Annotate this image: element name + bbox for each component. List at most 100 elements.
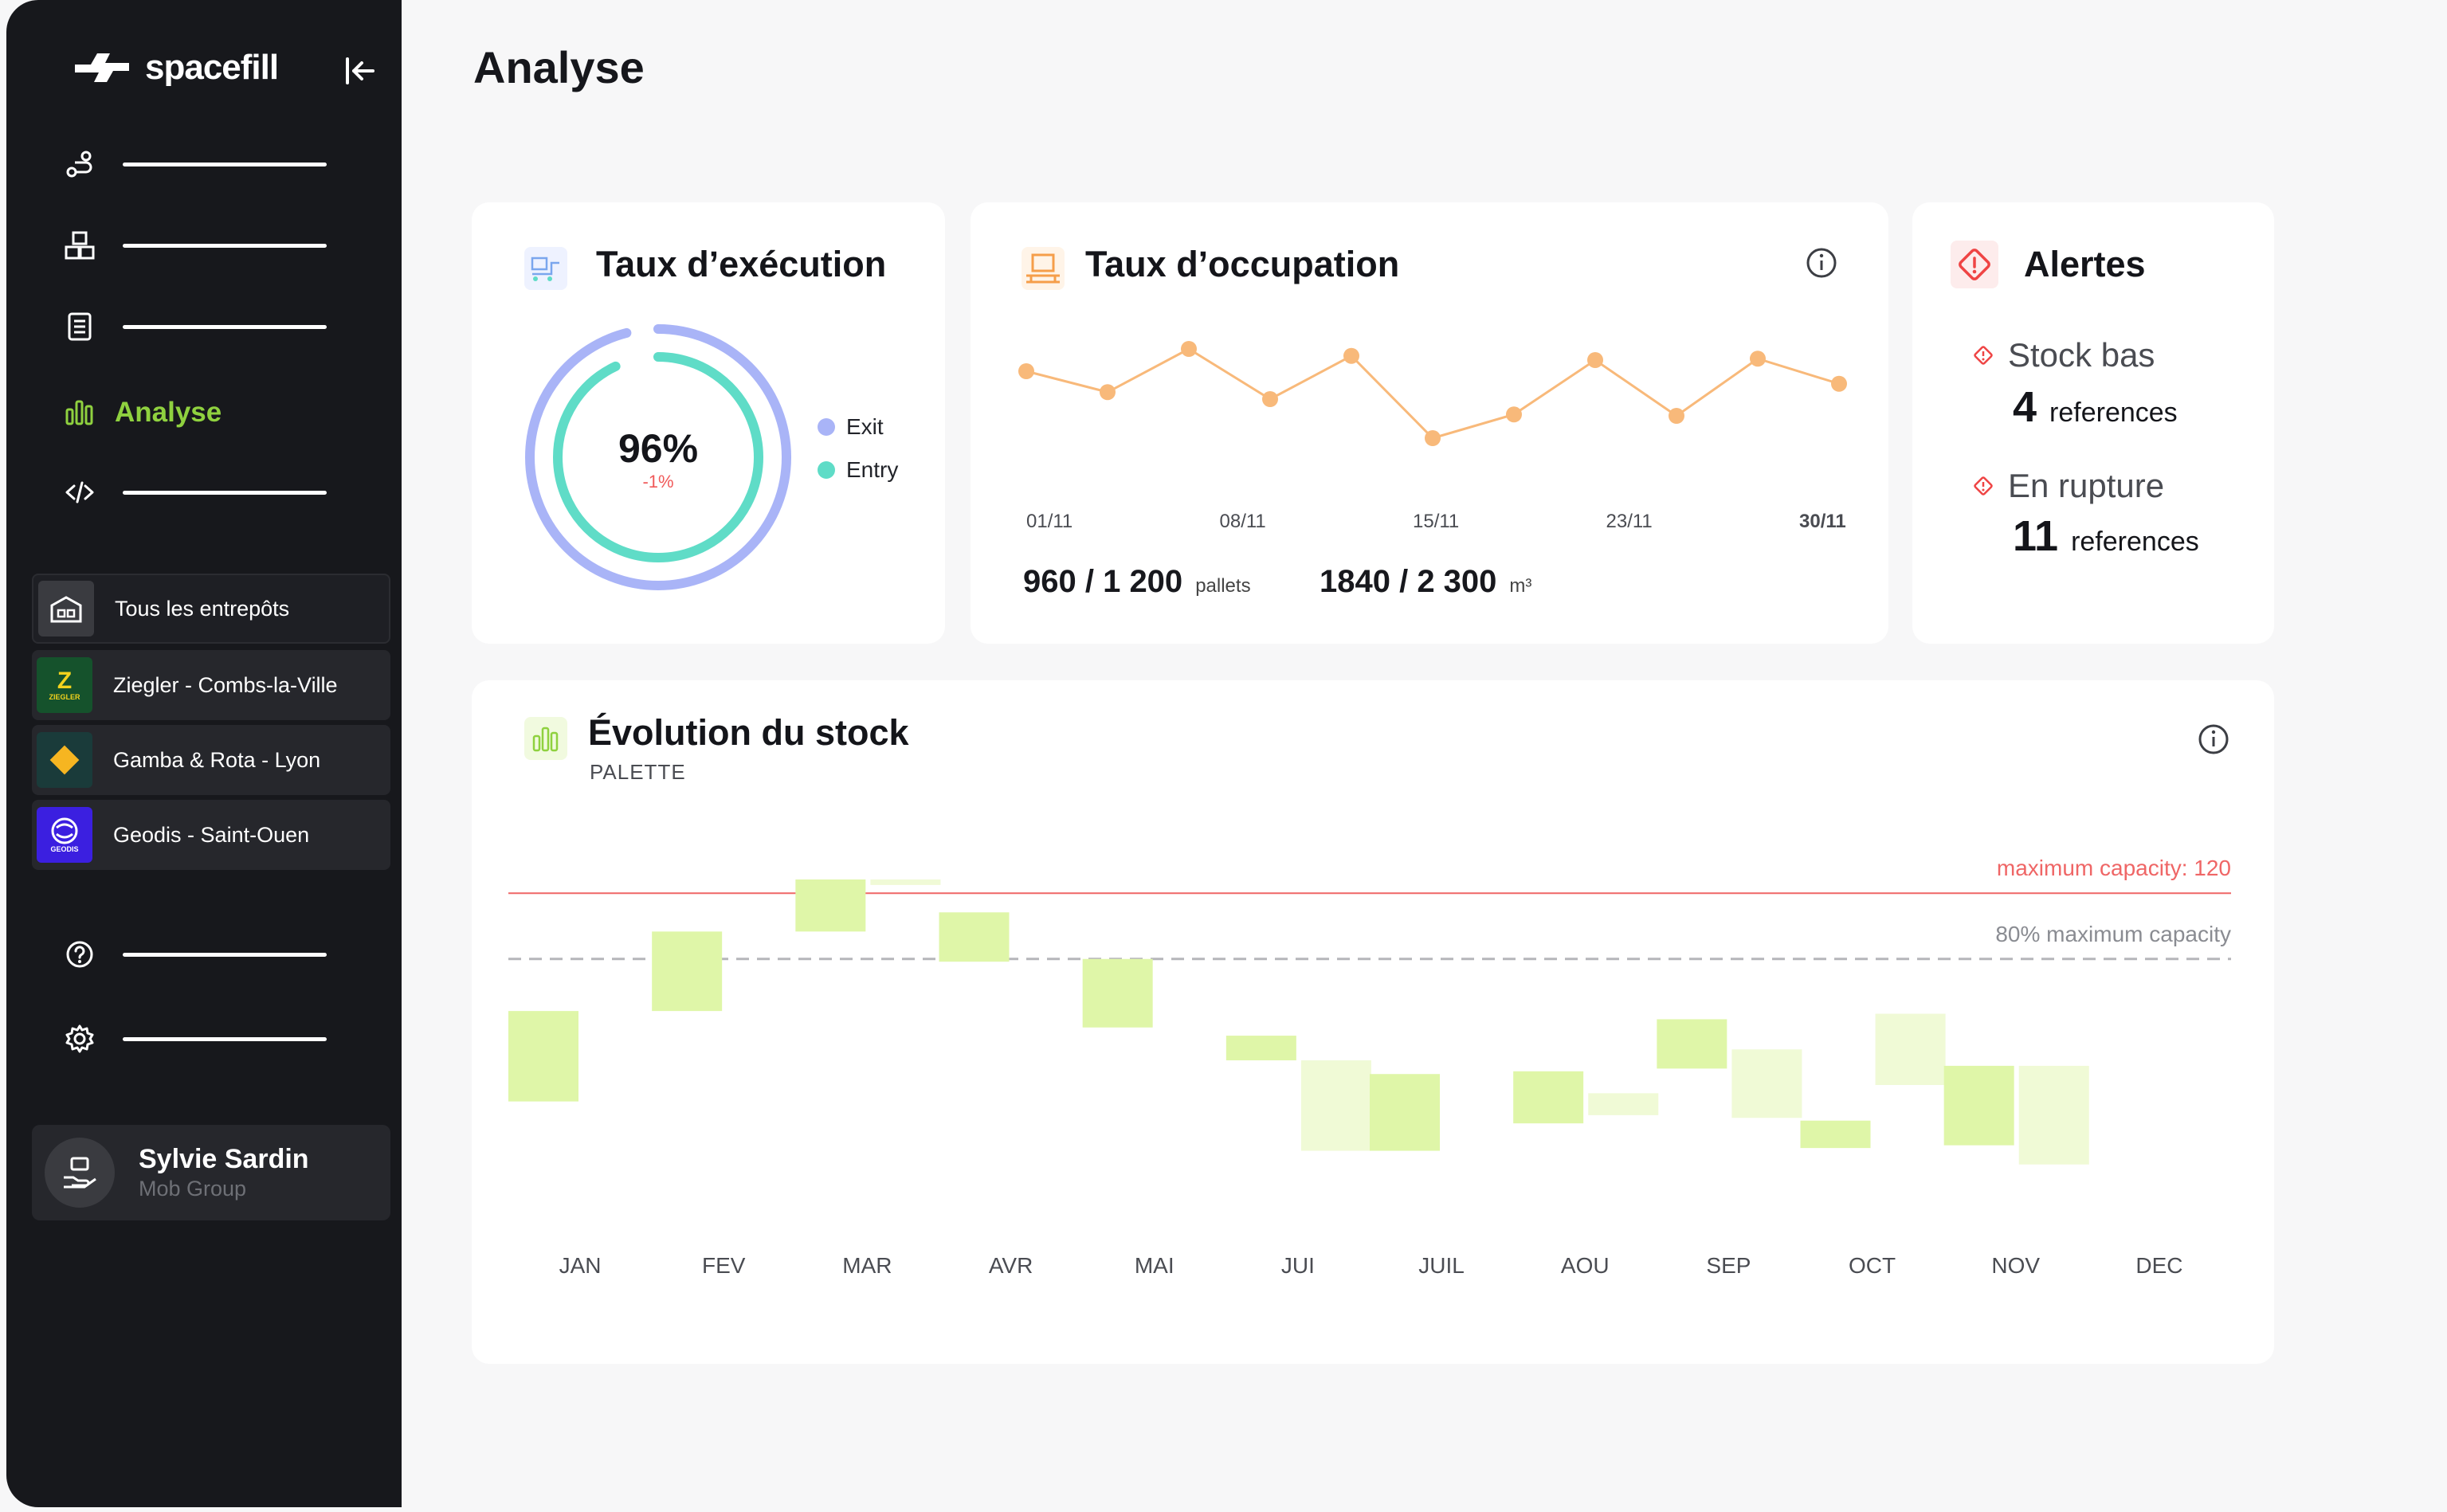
occupation-point[interactable] xyxy=(1669,408,1684,424)
stock-bar[interactable] xyxy=(1300,1060,1371,1151)
warehouse-item-geodis[interactable]: GEODIS Geodis - Saint-Ouen xyxy=(32,800,390,870)
stock-x-tick-label: DEC xyxy=(2135,1253,2182,1278)
occupation-point[interactable] xyxy=(1506,406,1522,423)
stock-bar[interactable] xyxy=(1370,1074,1440,1151)
occupation-point[interactable] xyxy=(1750,351,1766,367)
legend-exit-label: Exit xyxy=(846,414,884,439)
stock-bar[interactable] xyxy=(1588,1093,1659,1115)
pallets-value: 960 / 1 200 xyxy=(1023,564,1183,599)
nav-label-placeholder xyxy=(123,162,327,166)
stock-x-tick-label: FEV xyxy=(702,1253,746,1278)
spacefill-logo-icon xyxy=(75,53,129,82)
boxes-icon xyxy=(65,231,95,260)
warehouse-item-ziegler[interactable]: Z ZIEGLER Ziegler - Combs-la-Ville xyxy=(32,650,390,720)
warehouse-label: Geodis - Saint-Ouen xyxy=(113,822,310,847)
warning-icon xyxy=(1974,476,1993,496)
stock-x-tick-label: JUI xyxy=(1281,1253,1315,1278)
occupation-point[interactable] xyxy=(1831,375,1847,392)
occupation-rate-card: Taux d’occupation 01/11 08/11 15/11 23/11 30… xyxy=(971,202,1888,644)
legend-entry: Entry xyxy=(818,457,898,483)
execution-title: Taux d’exécution xyxy=(596,244,887,284)
stock-bar[interactable] xyxy=(1513,1071,1584,1124)
collapse-sidebar-icon[interactable] xyxy=(341,53,378,89)
stock-bar[interactable] xyxy=(2018,1065,2089,1165)
stock-x-tick-label: MAI xyxy=(1135,1253,1174,1278)
occupation-point[interactable] xyxy=(1425,430,1441,446)
document-list-icon xyxy=(68,312,92,341)
occupation-point[interactable] xyxy=(1262,391,1278,407)
warehouse-item-all[interactable]: Tous les entrepôts xyxy=(32,574,390,644)
execution-delta: -1% xyxy=(642,472,673,492)
stock-bar[interactable] xyxy=(1225,1036,1296,1061)
occupation-x-tick-label: 30/11 xyxy=(1799,511,1846,532)
spacefill-logo[interactable]: spacefill xyxy=(70,48,279,88)
stock-bar-chart: maximum capacity: 120 80% maximum capaci… xyxy=(508,856,2231,1278)
stock-evolution-card: Évolution du stock PALETTE maximum capac… xyxy=(472,680,2274,1364)
pallets-stat: 960 / 1 200 pallets xyxy=(1023,564,1251,600)
stock-x-tick-label: AOU xyxy=(1561,1253,1610,1278)
nav-item-routes[interactable] xyxy=(64,140,351,188)
geodis-logo: GEODIS xyxy=(37,807,92,863)
info-icon[interactable] xyxy=(2198,723,2229,755)
legend-exit: Exit xyxy=(818,414,884,440)
alert-low-stock-count: 4 references xyxy=(2013,382,2178,432)
stock-bar[interactable] xyxy=(652,931,723,1012)
volume-stat: 1840 / 2 300 m³ xyxy=(1320,564,1531,600)
alert-out-of-stock[interactable]: En rupture xyxy=(1971,467,2164,505)
nav-item-analyse[interactable]: Analyse xyxy=(64,389,351,437)
warehouse-label: Tous les entrepôts xyxy=(115,596,290,621)
alert-count-unit: references xyxy=(2071,527,2199,557)
stock-x-tick-label: JAN xyxy=(559,1253,602,1278)
stock-bar[interactable] xyxy=(1943,1065,2014,1146)
geodis-logo-caption: GEODIS xyxy=(50,845,79,853)
alerts-title: Alertes xyxy=(2024,244,2146,284)
alert-diamond-icon xyxy=(1951,241,1998,288)
ziegler-logo-caption: ZIEGLER xyxy=(49,693,80,701)
alert-low-stock[interactable]: Stock bas xyxy=(1971,336,2155,374)
execution-percent: 96% xyxy=(618,426,698,471)
stock-x-tick-label: SEP xyxy=(1706,1253,1751,1278)
warehouse-item-gamba-rota[interactable]: Gamba & Rota - Lyon xyxy=(32,725,390,795)
stock-bar[interactable] xyxy=(1875,1013,1946,1085)
ziegler-logo-mark: Z xyxy=(57,668,73,694)
stock-bar[interactable] xyxy=(1082,958,1153,1028)
help-icon xyxy=(66,941,93,968)
stock-bar[interactable] xyxy=(1731,1049,1802,1118)
stock-bar[interactable] xyxy=(1800,1120,1871,1149)
nav-label-placeholder xyxy=(123,1036,327,1041)
eighty-percent-label: 80% maximum capacity xyxy=(1995,922,2231,946)
pallets-unit: pallets xyxy=(1195,575,1251,597)
nav-item-developer[interactable] xyxy=(64,468,351,516)
execution-forklift-icon xyxy=(524,247,567,290)
occupation-point[interactable] xyxy=(1181,341,1197,357)
occupation-point[interactable] xyxy=(1343,347,1359,364)
occupation-point[interactable] xyxy=(1100,384,1116,401)
nav-label-placeholder xyxy=(123,952,327,957)
nav-label-placeholder xyxy=(123,324,327,329)
bar-chart-icon xyxy=(65,400,93,425)
nav-label-placeholder xyxy=(123,490,327,495)
nav-item-settings[interactable] xyxy=(64,1015,351,1063)
occupation-point[interactable] xyxy=(1018,363,1034,379)
sidebar: spacefill xyxy=(6,0,402,1507)
stock-bar[interactable] xyxy=(1657,1019,1727,1069)
legend-entry-swatch xyxy=(818,461,835,479)
nav-item-orders[interactable] xyxy=(64,303,351,351)
nav-item-help[interactable] xyxy=(64,930,351,978)
volume-value: 1840 / 2 300 xyxy=(1320,564,1497,599)
app-name: spacefill xyxy=(145,48,279,87)
alert-out-of-stock-count: 11 references xyxy=(2013,511,2199,561)
stock-bar[interactable] xyxy=(795,879,866,932)
nav-item-inventory[interactable] xyxy=(64,221,351,269)
stock-bar[interactable] xyxy=(870,879,941,885)
user-profile-card[interactable]: Sylvie Sardin Mob Group xyxy=(32,1125,390,1220)
occupation-point[interactable] xyxy=(1587,352,1603,368)
entry-ring xyxy=(553,352,763,562)
info-icon[interactable] xyxy=(1806,247,1837,279)
stock-bar[interactable] xyxy=(508,1011,578,1102)
occupation-x-tick-label: 23/11 xyxy=(1606,511,1653,532)
stock-bar[interactable] xyxy=(939,912,1010,962)
legend-entry-label: Entry xyxy=(846,457,899,482)
stock-x-tick-label: NOV xyxy=(1991,1253,2040,1278)
